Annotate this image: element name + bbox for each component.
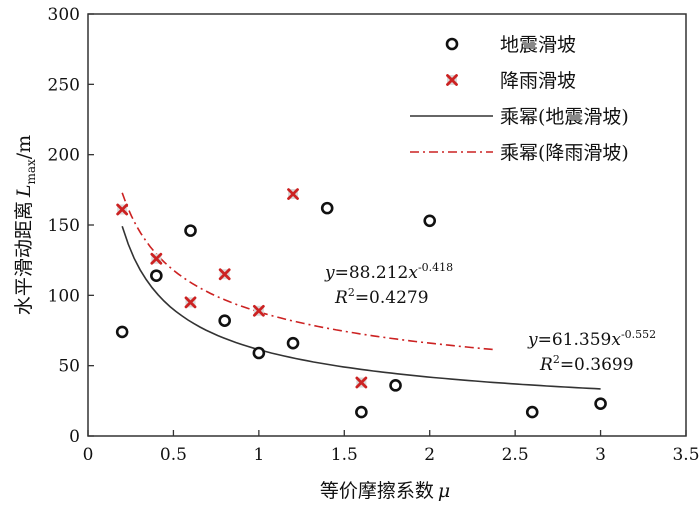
y-tick-label: 150 <box>48 216 80 236</box>
point-earthquake <box>594 397 607 410</box>
x-axis-title: 等价摩擦系数 μ <box>320 480 450 502</box>
legend-label-fit-earthquake: 乘幂(地震滑坡) <box>500 106 629 128</box>
fit-lines <box>121 192 601 390</box>
legend-item-fit-rainfall: 乘幂(降雨滑坡) <box>410 142 629 164</box>
legend-item-earthquake: 地震滑坡 <box>445 34 576 56</box>
point-earthquake <box>184 224 197 237</box>
y-tick-label: 300 <box>48 5 80 25</box>
x-tick-label: 3.5 <box>672 445 699 465</box>
x-tick-label: 0 <box>83 445 94 465</box>
legend-marker-earthquake <box>445 37 459 51</box>
legend-item-rainfall: 降雨滑坡 <box>446 70 576 92</box>
point-rainfall <box>252 304 265 317</box>
x-tick-label: 0.5 <box>160 445 187 465</box>
x-tick-label: 2 <box>424 445 435 465</box>
y-tick-label: 100 <box>48 286 80 306</box>
point-earthquake <box>218 314 231 327</box>
point-earthquake <box>252 346 266 360</box>
fit-line-rainfall <box>121 192 495 351</box>
x-tick-label: 1 <box>253 445 264 465</box>
legend-item-fit-earthquake: 乘幂(地震滑坡) <box>410 106 629 128</box>
y-tick-label: 0 <box>69 427 80 447</box>
y-axis-title: 水平滑动距离Lmax/m <box>13 135 38 315</box>
legend-label-fit-rainfall: 乘幂(降雨滑坡) <box>500 142 629 164</box>
annotation-equation-earthquake: y=61.359x-0.552 <box>527 328 656 350</box>
point-rainfall <box>150 252 163 265</box>
x-tick-label: 3 <box>595 445 606 465</box>
legend: 地震滑坡 降雨滑坡 乘幂(地震滑坡) 乘幂(降雨滑坡) <box>410 34 629 164</box>
point-rainfall <box>218 268 231 281</box>
point-rainfall <box>355 376 368 389</box>
annotation-equation-rainfall: y=88.212x-0.418 <box>324 261 453 283</box>
data-points <box>115 188 607 419</box>
fit-line-earthquake <box>121 225 601 390</box>
annotation-r2-rainfall: R2=0.4279 <box>334 286 429 308</box>
ticks-layer: 0 0.5 1 1.5 2 2.5 3 3.5 0 50 100 150 200 250 300 <box>48 5 700 465</box>
point-rainfall <box>287 188 299 200</box>
point-earthquake <box>286 336 300 350</box>
point-earthquake <box>525 405 539 419</box>
legend-marker-rainfall <box>446 74 458 86</box>
point-rainfall <box>184 296 197 309</box>
point-earthquake <box>150 269 163 282</box>
point-earthquake <box>320 201 334 215</box>
y-tick-label: 50 <box>58 357 80 377</box>
y-tick-label: 200 <box>48 146 80 166</box>
point-earthquake <box>389 379 402 392</box>
annotation-r2-earthquake: R2=0.3699 <box>539 353 634 375</box>
point-rainfall <box>116 203 129 216</box>
legend-marker-rainfall-shape <box>446 74 458 86</box>
point-earthquake <box>115 325 129 339</box>
y-tick-label: 250 <box>48 75 80 95</box>
point-earthquake <box>355 405 368 419</box>
x-tick-label: 2.5 <box>502 445 529 465</box>
point-earthquake <box>423 214 437 228</box>
legend-label-rainfall: 降雨滑坡 <box>500 70 576 92</box>
x-tick-label: 1.5 <box>331 445 358 465</box>
legend-label-earthquake: 地震滑坡 <box>500 34 576 56</box>
